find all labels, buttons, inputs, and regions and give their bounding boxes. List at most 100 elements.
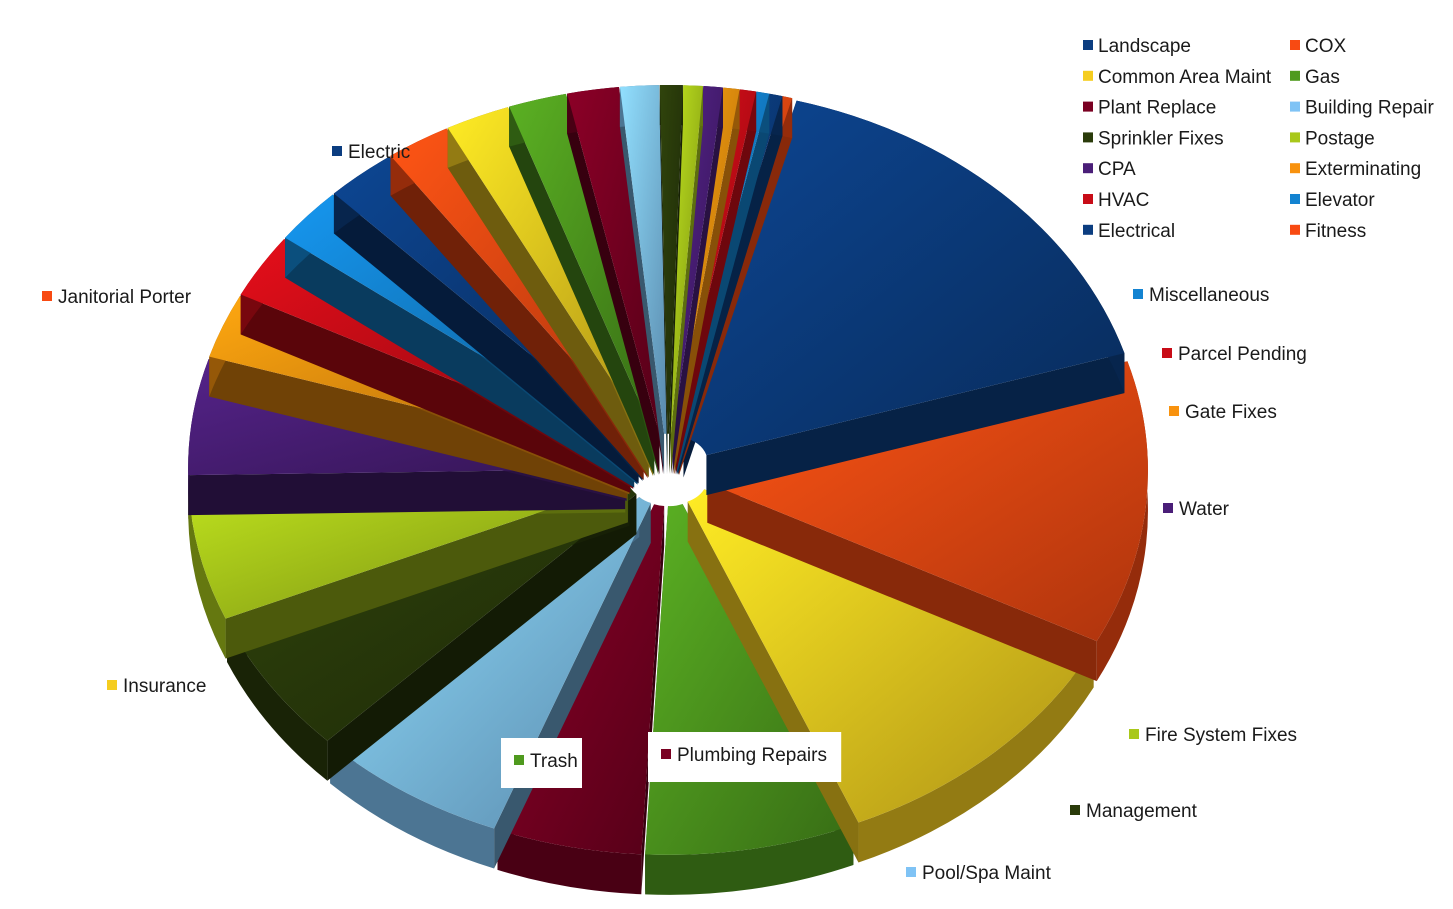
slice-label-text: Trash [530,751,578,772]
legend-label: Electrical [1098,221,1175,242]
slice-label-swatch [1163,503,1173,513]
legend-swatch [1083,101,1093,112]
slice-label-text: Janitorial Porter [58,287,192,308]
slice-label-text: Miscellaneous [1149,285,1269,306]
pie-slice-side [327,494,637,781]
slice-label-text: Fire System Fixes [1145,725,1297,746]
legend-swatch [1290,101,1300,112]
pie-slice-side [619,86,665,474]
slice-label: Gate Fixes [1169,402,1277,423]
legend-item: Landscape [1083,36,1191,57]
pie-slice-insurance [687,489,1094,823]
slice-label: Janitorial Porter [42,287,192,308]
pie-slice-side [240,294,631,493]
pie-slices [188,85,1148,895]
pie-slice [659,85,683,474]
pie-slice-gas [509,93,659,436]
slice-labels: Electric Janitorial Porter Insurance Trash P… [42,142,1307,884]
legend-swatch [1290,132,1300,143]
slice-label: Electric [332,142,410,163]
slice-label: Fire System Fixes [1129,725,1297,746]
pie-slice-rim [645,825,854,895]
pie-slice-side [188,469,626,516]
legend-swatch [1083,163,1093,174]
legend-swatch [1083,224,1093,235]
pie-slice-rim [858,647,1094,863]
legend-label: COX [1305,36,1347,57]
pie-slice-side [209,356,628,499]
legend-label: Common Area Maint [1098,67,1272,88]
legend-label: Elevator [1305,190,1375,211]
pie-slice-side [567,93,660,475]
slice-label-swatch [1129,729,1139,739]
slice-label-swatch [1070,805,1080,815]
slice-label-text: Management [1086,801,1198,822]
pie-slice-postage [669,85,703,434]
slice-label-text: Plumbing Repairs [677,745,827,766]
legend-swatch [1290,163,1300,174]
legend-label: Fitness [1305,221,1366,242]
pie-slice-plant-replace [567,87,664,435]
legend-item: Plant Replace [1083,98,1216,119]
slice-label-text: Pool/Spa Maint [922,863,1052,884]
legend-item: Fitness [1290,221,1366,242]
slice-label-text: Insurance [123,676,206,697]
legend-swatch [1083,194,1093,204]
legend-item: Exterminating [1290,159,1421,180]
pie-slice-side [641,505,665,895]
pie-slice-side [659,85,668,474]
legend-swatch [1290,194,1300,204]
slice-label-swatch [1169,406,1179,416]
slice-label-swatch [906,867,916,877]
legend-label: Landscape [1098,36,1191,57]
legend-label: CPA [1098,159,1136,180]
pie-slice-side [225,482,628,659]
pie-slice-rim [227,622,328,781]
pie-slice-side [333,193,639,484]
slice-label: Insurance [107,676,206,697]
pie-slice-rim [497,829,642,895]
pie-slice-side [674,89,740,475]
pie-slice-rim [1096,361,1148,682]
pie-slice-cpa [671,86,723,434]
slice-label-swatch [332,146,342,156]
pie-slice-side [706,353,1125,496]
slice-label: Miscellaneous [1133,285,1269,306]
legend-item: Elevator [1290,190,1375,211]
legend-item: CPA [1083,159,1136,180]
pie-slice-side [285,237,635,488]
slice-label-text: Electric [348,142,410,163]
chart-legend: Landscape COX Common Area Maint Gas Plant Re… [1083,36,1435,242]
legend-item: Gas [1290,67,1340,88]
slice-label-swatch [42,291,52,301]
legend-label: Postage [1305,128,1375,149]
pie-slice-side [678,96,783,475]
slice-label-swatch [107,680,117,690]
legend-swatch [1083,40,1093,50]
legend-item: Postage [1290,128,1375,149]
pie-slice-side [675,91,757,475]
pie-slice-rim [188,478,226,659]
pie-slice-side [669,85,683,474]
legend-item: Common Area Maint [1083,67,1272,88]
legend-label: Plant Replace [1098,98,1216,119]
slice-label-swatch [514,755,524,765]
pie-slice-electric [683,100,1125,456]
pie-slice-side [447,127,649,478]
legend-swatch [1290,70,1300,81]
legend-label: Building Repair [1305,98,1435,119]
legend-item: Sprinkler Fixes [1083,128,1224,149]
legend-item: Building Repair [1290,98,1435,119]
legend-item: HVAC [1083,190,1149,211]
legend-item: Electrical [1083,221,1175,242]
pie-slice-side [707,482,1097,682]
pie-slice-side [672,87,723,474]
legend-label: Gas [1305,67,1340,88]
slice-label: Trash [501,738,582,788]
slice-label-swatch [1162,348,1172,358]
slice-label: Management [1070,801,1198,822]
slice-label-text: Water [1179,499,1230,520]
legend-label: Exterminating [1305,159,1421,180]
slice-label-text: Gate Fixes [1185,402,1277,423]
